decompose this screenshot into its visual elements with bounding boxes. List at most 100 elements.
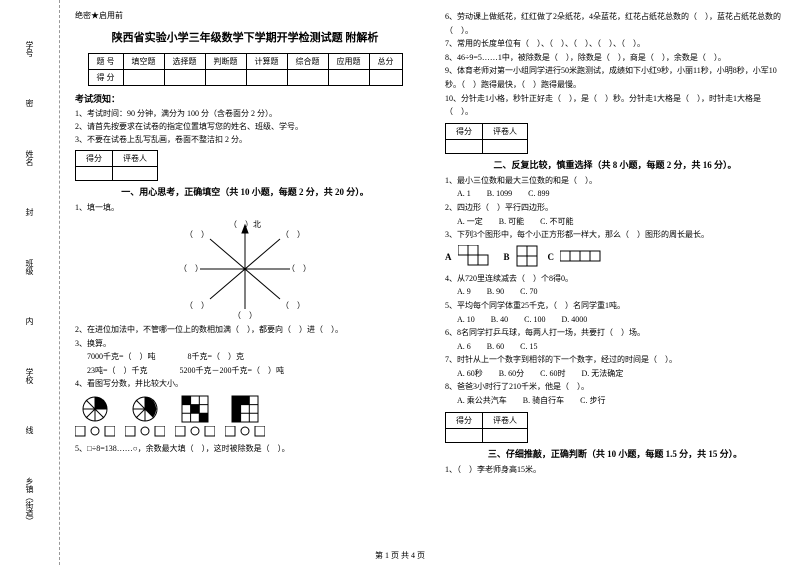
th: 判断题 (205, 54, 246, 70)
question: 8、46÷9=5……1中，被除数是（ ），除数是（ ），商是（ ），余数是（ ）… (445, 51, 785, 65)
td: 评卷人 (113, 151, 158, 167)
question: 9、体育老师对第一小组同学进行50米跑测试，成绩如下小红9秒，小丽11秒，小明8… (445, 64, 785, 91)
option-c-label: C (548, 252, 555, 262)
td (483, 428, 528, 442)
margin-side-text: 线 (26, 425, 34, 436)
options: A. 乘公共汽车 B. 骑自行车 C. 步行 (445, 394, 785, 408)
option-a-label: A (445, 252, 452, 262)
question: 7、常用的长度单位有（ ）、（ ）、（ ）、（ ）、（ ）。 (445, 37, 785, 51)
margin-label: 班级 (24, 259, 35, 275)
td (123, 70, 164, 86)
section-3-title: 三、仔细推敲，正确判断（共 10 小题，每题 1.5 分，共 15 分）。 (445, 447, 785, 460)
th: 计算题 (246, 54, 287, 70)
bracket-icon (125, 426, 165, 438)
notice: 2、请首先按要求在试卷的指定位置填写您的姓名、班级、学号。 (75, 121, 415, 134)
question: 2、在进位加法中，不管哪一位上的数相加满（ ），都要向（ ）进（ ）。 (75, 323, 415, 337)
exam-title: 陕西省实验小学三年级数学下学期开学检测试题 附解析 (75, 29, 415, 45)
margin-side-text: 封 (26, 207, 34, 218)
fraction-shapes (75, 395, 415, 438)
margin-label: 乡镇（街道） (24, 477, 35, 525)
question: 1、（ ）李老师身高15米。 (445, 463, 785, 477)
shape-group (125, 395, 165, 438)
td (369, 70, 402, 86)
right-column: 6、劳动课上做纸花，红红做了2朵纸花，4朵蓝花，红花占纸花总数的（ ），蓝花占纸… (430, 0, 800, 565)
notice-title: 考试须知： (75, 92, 415, 105)
score-table: 题 号 填空题 选择题 判断题 计算题 综合题 应用题 总分 得 分 (88, 53, 403, 86)
shape-group (175, 395, 215, 438)
grid-icon (181, 395, 209, 423)
north-label: 北 (253, 220, 261, 229)
question: 2、四边形（ ）平行四边形。 (445, 201, 785, 215)
th: 总分 (369, 54, 402, 70)
circle-icon (81, 395, 109, 423)
margin-label: 学校 (24, 368, 35, 384)
grid-icon (231, 395, 259, 423)
section-1-title: 一、用心思考，正确填空（共 10 小题，每题 2 分，共 20 分）。 (75, 185, 415, 198)
page-footer: 第 1 页 共 4 页 (375, 550, 425, 561)
td: 得分 (446, 412, 483, 428)
question: 7、时针从上一个数字到相邻的下一个数字，经过的时间是（ ）。 (445, 353, 785, 367)
circle-icon (131, 395, 159, 423)
section-2-title: 二、反复比较，慎重选择（共 8 小题，每题 2 分，共 16 分）。 (445, 158, 785, 171)
td (483, 139, 528, 153)
options: A. 60秒 B. 60分 C. 60时 D. 无法确定 (445, 367, 785, 381)
compass-diagram: （ ）北 （ ） （ ） （ ） （ ） （ ） （ ） （ ） (185, 219, 305, 319)
td: 评卷人 (483, 412, 528, 428)
td: 得分 (446, 123, 483, 139)
question-sub: 7000千克=（ ）吨 8千克=（ ）克 (75, 350, 415, 364)
bracket-icon (75, 426, 115, 438)
margin-label: 学号 (24, 41, 35, 57)
question: 10、分针走1小格，秒针正好走（ ），是（ ）秒。分针走1大格是（ ），时针走1… (445, 92, 785, 119)
option-b-label: B (504, 252, 510, 262)
section-score-table: 得分评卷人 (445, 412, 528, 443)
left-column: 绝密★启用前 陕西省实验小学三年级数学下学期开学检测试题 附解析 题 号 填空题… (60, 0, 430, 565)
question: 4、从720里连续减去（ ）个8得0。 (445, 272, 785, 286)
secret-label: 绝密★启用前 (75, 10, 415, 21)
question: 8、爸爸3小时行了210千米，他是（ ）。 (445, 380, 785, 394)
notice: 1、考试时间：90 分钟，满分为 100 分（含卷面分 2 分）。 (75, 108, 415, 121)
notice: 3、不要在试卷上乱写乱画，卷面不整洁扣 2 分。 (75, 134, 415, 147)
binding-margin: 学号 密 姓名 封 班级 内 学校 线 乡镇（街道） (0, 0, 60, 565)
question: 1、最小三位数和最大三位数的和是（ ）。 (445, 174, 785, 188)
tetromino-a-icon (458, 245, 498, 269)
tetromino-c-icon (560, 245, 610, 269)
td: 得 分 (88, 70, 123, 86)
question: 1、填一填。 (75, 201, 415, 215)
td (328, 70, 369, 86)
th: 选择题 (164, 54, 205, 70)
question: 4、看图写分数，并比较大小。 (75, 377, 415, 391)
th: 应用题 (328, 54, 369, 70)
td (446, 139, 483, 153)
td (113, 167, 158, 181)
content-area: 绝密★启用前 陕西省实验小学三年级数学下学期开学检测试题 附解析 题 号 填空题… (60, 0, 800, 565)
options: A. 9 B. 90 C. 70 (445, 285, 785, 299)
tetromino-row: A B C (445, 245, 785, 269)
td (446, 428, 483, 442)
question: 5、平均每个同学体重25千克，（ ）名同学重1吨。 (445, 299, 785, 313)
shape-group (225, 395, 265, 438)
options: A. 1 B. 1099 C. 899 (445, 187, 785, 201)
options: A. 6 B. 60 C. 15 (445, 340, 785, 354)
options: A. 10 B. 40 C. 100 D. 4000 (445, 313, 785, 327)
td (205, 70, 246, 86)
shape-group (75, 395, 115, 438)
question: 3、换算。 (75, 337, 415, 351)
td (164, 70, 205, 86)
section-score-table: 得分评卷人 (445, 123, 528, 154)
th: 综合题 (287, 54, 328, 70)
bracket-icon (225, 426, 265, 438)
td (76, 167, 113, 181)
question: 6、8名同学打乒乓球，每两人打一场，共要打（ ）场。 (445, 326, 785, 340)
question-sub: 23吨=（ ）千克 5200千克－200千克=（ ）吨 (75, 364, 415, 378)
th: 题 号 (88, 54, 123, 70)
td: 评卷人 (483, 123, 528, 139)
td (287, 70, 328, 86)
section-score-table: 得分评卷人 (75, 150, 158, 181)
question: 5、□÷8=138……○，余数最大填（ ），这时被除数是（ ）。 (75, 442, 415, 456)
td (246, 70, 287, 86)
td: 得分 (76, 151, 113, 167)
margin-side-text: 内 (26, 316, 34, 327)
question: 6、劳动课上做纸花，红红做了2朵纸花，4朵蓝花，红花占纸花总数的（ ），蓝花占纸… (445, 10, 785, 37)
tetromino-b-icon (516, 245, 542, 269)
bracket-icon (175, 426, 215, 438)
